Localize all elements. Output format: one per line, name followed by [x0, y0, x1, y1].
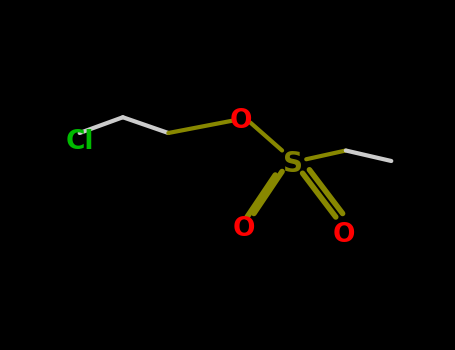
Text: O: O [232, 216, 255, 242]
Text: Cl: Cl [66, 129, 94, 155]
Text: S: S [283, 150, 303, 178]
Text: O: O [332, 222, 355, 247]
Text: O: O [230, 108, 253, 134]
